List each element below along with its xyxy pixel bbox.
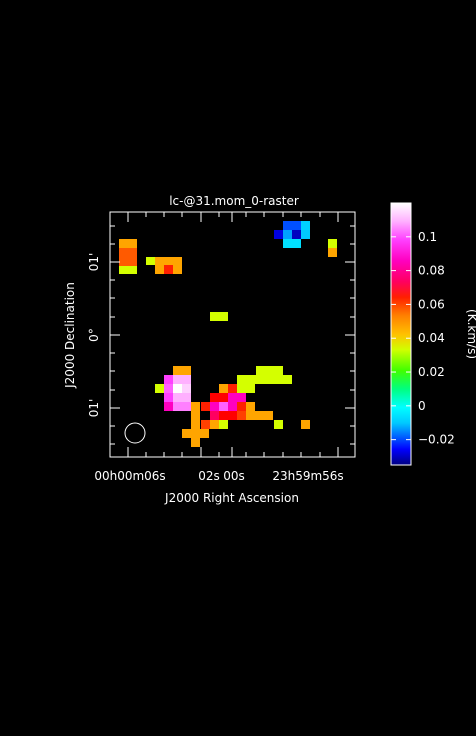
pixel [155,257,182,265]
beam-ellipse [124,422,146,444]
colorbar-tick-label: −0.02 [418,433,455,447]
colorbar-tick-label: 0.04 [418,331,445,345]
pixel [237,402,246,411]
pixel [301,230,310,239]
pixel [219,411,237,420]
pixel [219,384,228,393]
pixel [173,375,191,384]
colorbar-tick-label: 0.06 [418,297,445,311]
y-axis-label: J2000 Declination [63,282,77,389]
colorbar-tick-label: 0.1 [418,230,437,244]
pixel [164,402,173,411]
pixel [191,402,200,411]
colorbar-tick-label: 0.02 [418,365,445,379]
pixel [210,312,228,321]
pixel [283,239,301,248]
pixel [283,221,301,230]
pixel [201,402,210,411]
pixel [237,384,255,393]
pixel [191,411,200,420]
x-tick-label: 00h00m06s [94,469,165,483]
pixel [219,402,228,411]
pixel [182,429,209,438]
x-tick-label: 23h59m56s [272,469,343,483]
y-tick-label: 01' [87,399,101,418]
colorbar-label: (K.km/s) [465,309,476,359]
pixel [155,265,164,274]
colorbar-tick-label: 0.08 [418,264,445,278]
x-tick-label: 02s [198,469,220,483]
y-tick-label: 01' [87,253,101,272]
pixel [246,411,273,420]
pixel [191,438,200,447]
pixel [274,420,283,429]
colorbar-tick-label: 0 [418,399,426,413]
plot-frame [109,211,356,458]
pixel [210,402,219,411]
colorbar [390,202,412,466]
pixel [173,265,182,274]
x-tick-label: 00s [223,469,245,483]
pixel [164,393,173,402]
pixel [201,420,210,429]
pixel [228,384,237,393]
emission-pixels [119,221,337,447]
pixel [164,375,173,384]
pixel [173,384,182,393]
pixel [328,248,337,257]
pixel [146,257,155,265]
pixel [164,265,173,274]
pixel [119,239,137,248]
pixel [210,411,219,420]
pixel [173,393,191,402]
plot-title: lc-@31.mom_0-raster [169,194,299,208]
pixel [237,411,246,420]
pixel [210,393,228,402]
pixel [182,384,191,393]
pixel [219,420,228,429]
pixel [237,375,292,384]
pixel [173,402,191,411]
y-tick-label: 0° [87,328,101,342]
pixel [191,420,200,429]
pixel [164,384,173,393]
pixel [328,239,337,248]
pixel [228,402,237,411]
pixel [173,366,191,375]
pixel [301,221,310,230]
pixel [283,230,292,239]
pixel [119,248,137,266]
pixel [246,402,255,411]
pixel [210,420,219,429]
pixel [301,420,310,429]
pixel [274,230,283,239]
pixel [155,384,164,393]
pixel [228,393,246,402]
pixel [256,366,283,375]
pixel [119,266,137,274]
x-axis-label: J2000 Right Ascension [164,491,299,505]
axis-ticks [110,212,355,457]
colorbar-ticks: 0.1 0.08 0.06 0.04 0.02 0 −0.02 [391,230,455,447]
pixel [292,230,301,239]
